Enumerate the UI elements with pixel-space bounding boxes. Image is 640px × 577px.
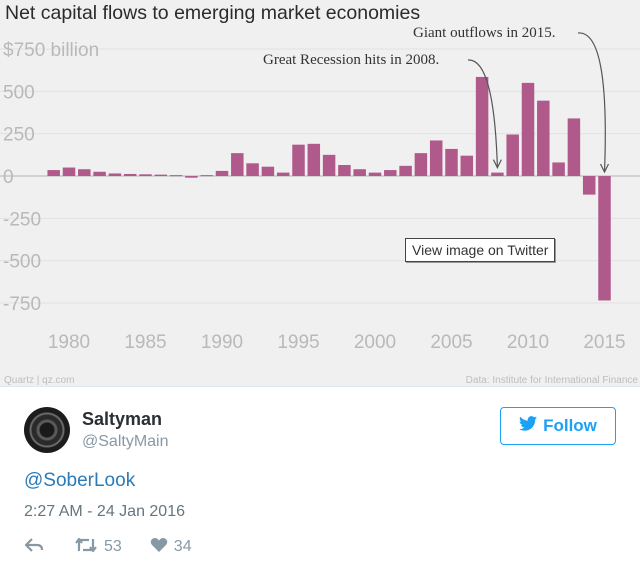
display-name[interactable]: Saltyman [82, 409, 163, 429]
bar [384, 170, 397, 176]
data-source: Data: Institute for International Financ… [466, 375, 639, 386]
bar [62, 167, 76, 176]
bar [368, 172, 382, 176]
x-tick-label: 2015 [583, 332, 625, 353]
bar [338, 164, 351, 176]
reply-button[interactable] [24, 537, 44, 558]
retweet-icon [74, 537, 98, 558]
chart-panel: -750 -500 -250 0 250 500 $750 billion 1980 1985 1… [0, 0, 640, 386]
annotation-arrow-2008 [467, 59, 498, 168]
bar [491, 172, 504, 176]
y-tick-label: -750 [3, 294, 41, 315]
retweet-count: 53 [104, 538, 122, 555]
x-tick-label: 2005 [430, 332, 472, 353]
bar [261, 166, 275, 176]
bar [521, 82, 535, 176]
y-tick-label: $750 billion [3, 40, 99, 61]
like-button[interactable]: 34 [150, 537, 192, 558]
tweet-mention-link[interactable]: @SoberLook [24, 470, 136, 491]
bar [414, 153, 428, 176]
twitter-bird-icon [519, 416, 538, 436]
reply-icon [24, 537, 44, 558]
bar [445, 148, 458, 176]
bar [47, 170, 60, 176]
bar [78, 169, 91, 176]
user-handle[interactable]: @SaltyMain [82, 433, 169, 450]
bar [93, 171, 106, 176]
y-tick-label: -500 [3, 252, 41, 273]
y-tick-label: 0 [3, 167, 14, 188]
bar [322, 154, 336, 176]
follow-button[interactable]: Follow [500, 407, 616, 445]
bar [598, 176, 611, 301]
bar [567, 118, 581, 176]
bar [582, 176, 596, 195]
bar [475, 76, 489, 176]
bar [246, 163, 259, 176]
x-tick-label: 1980 [48, 332, 90, 353]
bar [537, 100, 550, 176]
chart-svg: -750 -500 -250 0 250 500 $750 billion 1980 1985 1… [0, 25, 640, 386]
source-credit: Quartz | qz.com [4, 375, 74, 386]
x-tick-label: 1995 [277, 332, 319, 353]
bar [552, 162, 565, 176]
y-tick-label: 500 [3, 82, 35, 103]
annotation-arrow-2015 [577, 32, 606, 173]
x-tick-label: 1990 [201, 332, 243, 353]
bar [123, 173, 137, 176]
bar [154, 174, 168, 176]
bar [276, 172, 290, 176]
bar [399, 165, 412, 176]
bar [292, 144, 305, 176]
bar [429, 140, 443, 176]
bar [353, 169, 366, 176]
bar [108, 173, 122, 176]
like-count: 34 [173, 538, 192, 555]
view-on-twitter-tooltip[interactable]: View image on Twitter [405, 238, 556, 262]
tweet-card: Saltyman @SaltyMain Follow @SoberLook 2:… [0, 386, 640, 577]
heart-icon [150, 537, 168, 558]
bar [200, 175, 213, 177]
follow-label: Follow [543, 416, 597, 435]
bar [185, 176, 198, 178]
annotation-arrowhead-2008 [492, 159, 502, 169]
annotation-arrowhead-2015 [599, 163, 610, 174]
retweet-button[interactable]: 53 [74, 537, 122, 558]
annotation-2015: Giant outflows in 2015. [413, 25, 556, 41]
y-tick-label: -250 [3, 209, 41, 230]
bar [139, 174, 152, 176]
tweet-timestamp[interactable]: 2:27 AM - 24 Jan 2016 [24, 503, 185, 520]
annotation-2008: Great Recession hits in 2008. [263, 52, 439, 68]
avatar[interactable] [24, 407, 70, 453]
bar [169, 175, 183, 177]
bar [506, 134, 519, 176]
x-tick-label: 1985 [124, 332, 166, 353]
chart-title: Net capital flows to emerging market eco… [5, 2, 421, 24]
bar [215, 170, 229, 176]
x-tick-label: 2000 [354, 332, 396, 353]
x-tick-label: 2010 [507, 332, 549, 353]
bar [307, 143, 321, 176]
bar [231, 153, 244, 176]
bar [460, 155, 474, 176]
y-tick-label: 250 [3, 125, 35, 146]
tweet-actions: 53 34 [24, 537, 192, 557]
